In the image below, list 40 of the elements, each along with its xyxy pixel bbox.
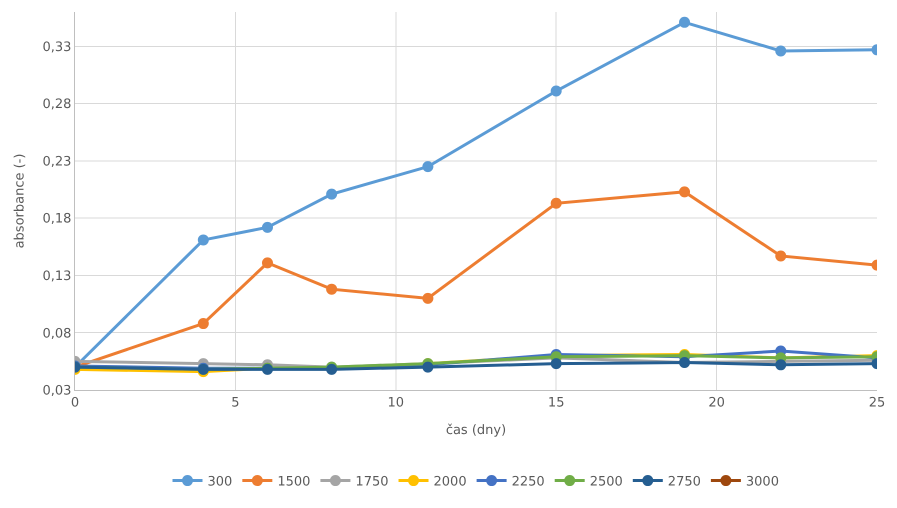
y-tick-label: 0,28: [42, 97, 72, 112]
y-tick-label: 0,33: [42, 40, 72, 55]
point: [422, 292, 434, 304]
point: [422, 362, 434, 373]
legend-label: 3000: [746, 474, 779, 490]
point: [550, 358, 562, 370]
point: [550, 198, 562, 209]
point: [775, 359, 786, 370]
legend-label: 300: [208, 474, 232, 490]
legend-label: 1750: [355, 474, 389, 490]
point: [198, 234, 209, 246]
x-tick-label: 25: [868, 396, 886, 411]
y-axis-title: absorbance (-): [12, 154, 28, 248]
x-tick-label: 0: [70, 396, 80, 411]
legend-label: 2000: [434, 474, 467, 490]
y-tick-label: 0,03: [42, 384, 72, 399]
legend-label: 1500: [277, 474, 310, 490]
point: [262, 222, 273, 233]
point: [679, 186, 690, 198]
y-tick-label: 0,13: [42, 269, 72, 284]
x-tick-label: 5: [231, 396, 240, 411]
y-tick-label: 0,18: [42, 212, 72, 227]
point: [775, 250, 786, 262]
point: [198, 318, 209, 330]
point: [262, 257, 273, 268]
y-tick-label: 0,23: [42, 154, 72, 170]
point: [679, 16, 690, 28]
point: [775, 45, 786, 56]
point: [326, 284, 338, 295]
point: [326, 188, 338, 200]
y-tick-label: 0,08: [42, 326, 72, 342]
point: [550, 86, 562, 97]
x-tick-label: 15: [548, 396, 564, 411]
legend-label: 2500: [590, 474, 623, 490]
legend-label: 2250: [512, 474, 545, 490]
x-tick-label: 10: [388, 396, 404, 411]
legend-label: 2750: [668, 474, 701, 490]
point: [422, 161, 434, 172]
x-axis-title: čas (dny): [446, 423, 506, 438]
x-tick-label: 20: [708, 396, 725, 411]
